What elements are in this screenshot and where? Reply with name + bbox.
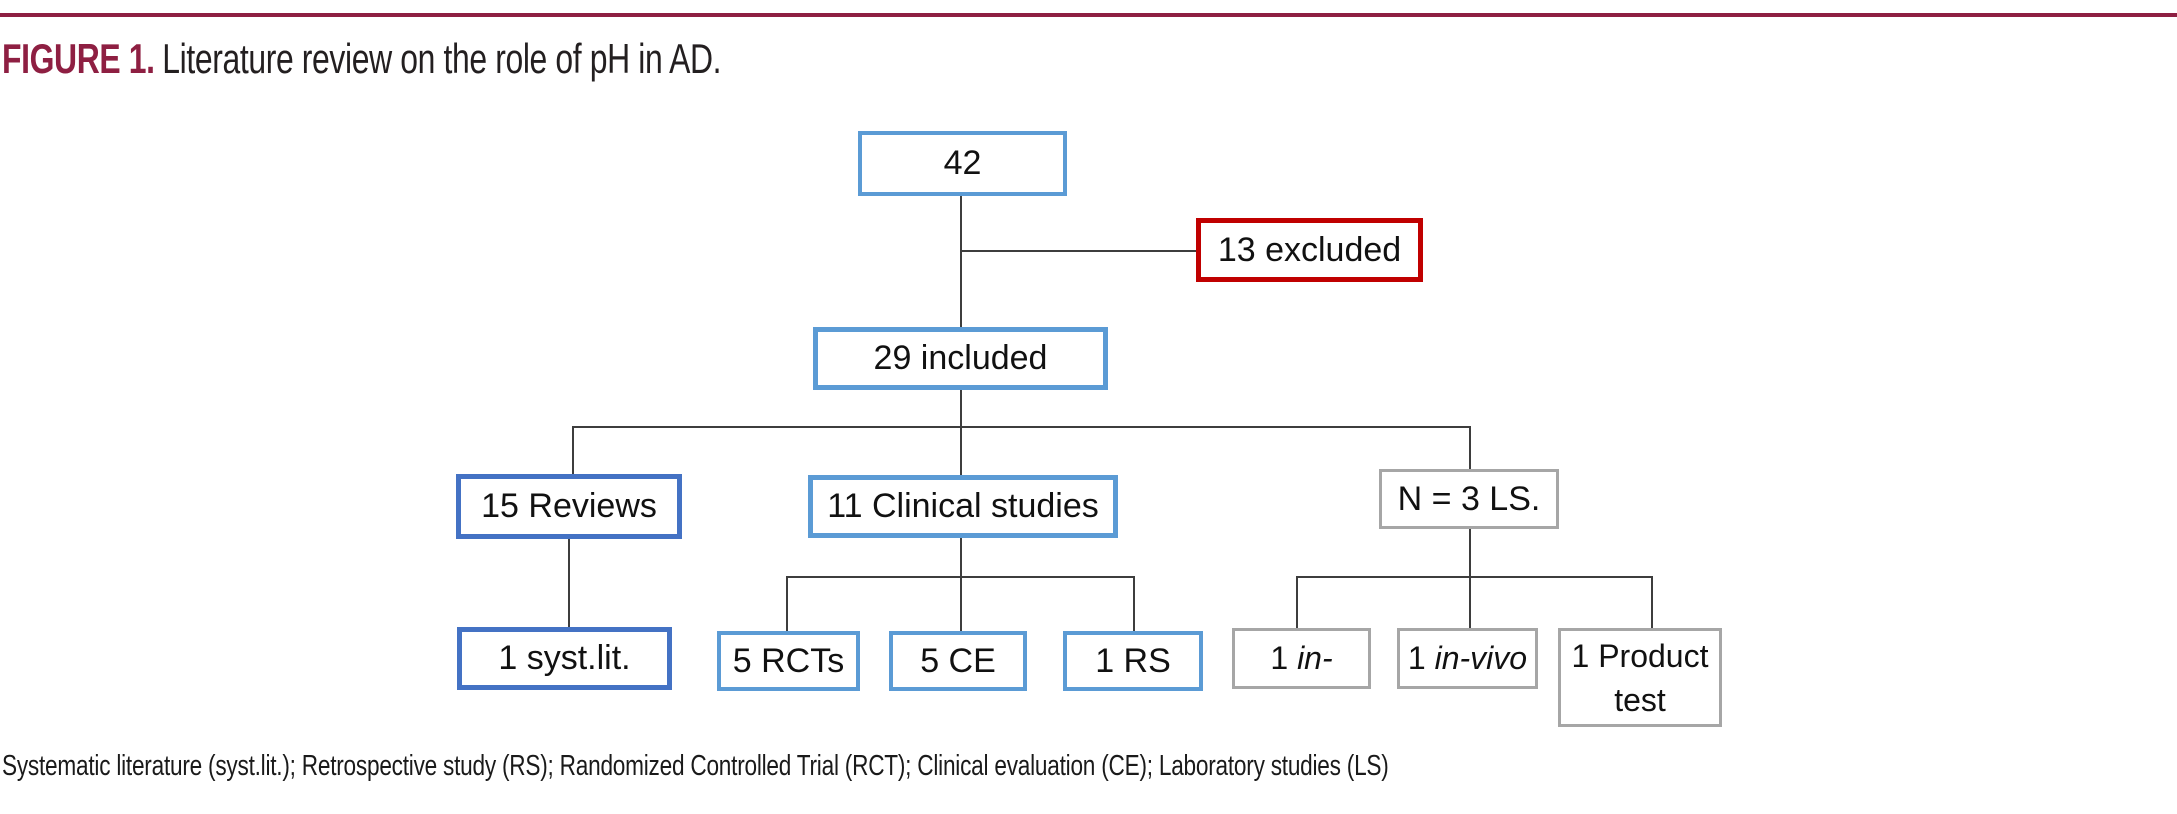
connector-total-to-included <box>960 196 962 327</box>
node-total-label: 42 <box>943 144 982 182</box>
node-laboratory-studies-label: N = 3 LS. <box>1397 479 1541 518</box>
connector-drop-rcts <box>786 576 788 631</box>
node-in-vitro-label: 1 in- <box>1270 640 1333 676</box>
node-systematic-literature: 1 syst.lit. <box>457 627 672 690</box>
node-rcts-label: 5 RCTs <box>732 641 845 680</box>
node-clinical-studies-label: 11 Clinical studies <box>827 487 1099 525</box>
abbreviations-footnote: Systematic literature (syst.lit.); Retro… <box>2 750 1389 782</box>
node-product-test-label: 1 Product test <box>1571 637 1709 718</box>
connector-reviews-to-systlit <box>568 539 570 627</box>
connector-included-down <box>960 390 962 428</box>
connector-drop-invivo <box>1469 576 1471 628</box>
connector-clinical-down <box>960 538 962 578</box>
connector-drop-product <box>1651 576 1653 628</box>
connector-to-excluded <box>960 250 1196 252</box>
node-ce-label: 5 CE <box>920 641 996 680</box>
node-total: 42 <box>858 131 1067 196</box>
node-in-vivo-label: 1 in-vivo <box>1407 640 1528 676</box>
node-rs-label: 1 RS <box>1095 641 1171 680</box>
connector-drop-rs <box>1133 576 1135 631</box>
connector-branch-ls <box>1296 576 1653 578</box>
connector-drop-reviews <box>572 426 574 474</box>
node-ce: 5 CE <box>889 631 1027 691</box>
top-rule-divider <box>0 13 2177 17</box>
connector-drop-ce <box>960 576 962 631</box>
connector-drop-clinical <box>960 426 962 475</box>
node-laboratory-studies: N = 3 LS. <box>1379 469 1559 529</box>
node-in-vitro: 1 in- <box>1232 628 1371 689</box>
node-clinical-studies: 11 Clinical studies <box>808 475 1118 538</box>
figure-number-label: FIGURE 1. <box>2 35 155 82</box>
node-rs: 1 RS <box>1063 631 1203 691</box>
node-in-vivo: 1 in-vivo <box>1397 628 1538 689</box>
node-reviews: 15 Reviews <box>456 474 682 539</box>
connector-drop-invitro <box>1296 576 1298 628</box>
node-excluded-label: 13 excluded <box>1217 230 1402 269</box>
node-included-label: 29 included <box>873 339 1048 377</box>
connector-drop-ls <box>1469 426 1471 469</box>
node-product-test: 1 Product test <box>1558 628 1722 727</box>
figure-title-text: Literature review on the role of pH in A… <box>162 35 722 82</box>
figure-caption: FIGURE 1. Literature review on the role o… <box>2 34 722 84</box>
node-included: 29 included <box>813 327 1108 390</box>
node-rcts: 5 RCTs <box>717 631 860 691</box>
connector-ls-down <box>1469 529 1471 577</box>
node-systematic-literature-label: 1 syst.lit. <box>498 639 631 677</box>
connector-branch-level1 <box>572 426 1471 428</box>
node-reviews-label: 15 Reviews <box>481 487 657 525</box>
node-excluded: 13 excluded <box>1196 218 1423 282</box>
